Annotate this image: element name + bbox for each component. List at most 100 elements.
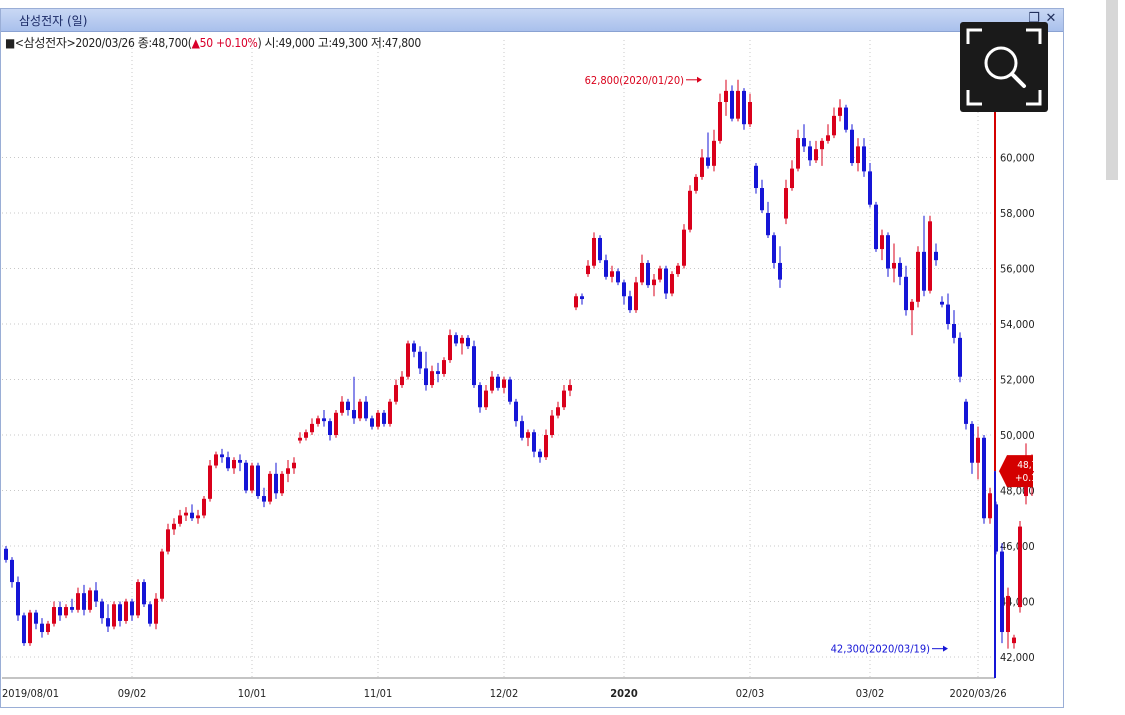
x-tick-label: 09/02 — [118, 687, 147, 700]
restore-icon[interactable]: ❐ — [1028, 11, 1040, 26]
candle-body — [946, 304, 950, 324]
candle-body — [406, 343, 410, 377]
candle-body — [106, 618, 110, 627]
candle-body — [832, 115, 836, 136]
candle-body — [1006, 595, 1010, 633]
candle-body — [730, 90, 734, 119]
candle-body — [202, 498, 206, 516]
candle-body — [256, 465, 260, 497]
candle-body — [526, 432, 530, 438]
y-tick-label: 52,000 — [1000, 374, 1035, 387]
candle-body — [706, 157, 710, 166]
candle-body — [604, 260, 608, 277]
candle-body — [442, 360, 446, 374]
candle-body — [652, 279, 656, 286]
zoom-button[interactable] — [960, 22, 1048, 112]
candle-body — [1018, 526, 1022, 608]
candle-body — [520, 421, 524, 438]
candle-body — [928, 221, 932, 291]
candle-body — [496, 376, 500, 388]
candle-body — [436, 371, 440, 374]
window-title: 삼성전자 (일) — [19, 14, 88, 28]
candle-body — [742, 90, 746, 125]
candle-body — [826, 135, 830, 141]
info-prefix: ■<삼성전자>2020/03/26 종:48,700( — [5, 36, 192, 50]
candle-body — [226, 457, 230, 469]
candle-body — [778, 262, 782, 280]
candle-body — [640, 262, 644, 283]
candle-body — [142, 582, 146, 605]
candle-body — [784, 188, 788, 219]
price-info-line: ■<삼성전자>2020/03/26 종:48,700(▲50 +0.10%) 시… — [5, 34, 421, 51]
candle-body — [844, 107, 848, 130]
candle-body — [274, 473, 278, 494]
candle-body — [460, 337, 464, 344]
candle-body — [340, 401, 344, 413]
y-tick-label: 56,000 — [1000, 263, 1035, 276]
x-tick-label: 02/03 — [736, 687, 765, 700]
candle-body — [736, 90, 740, 119]
candle-body — [712, 140, 716, 166]
candle-body — [448, 335, 452, 361]
candle-body — [484, 390, 488, 408]
candle-body — [208, 465, 212, 499]
candle-body — [280, 473, 284, 494]
candle-body — [592, 237, 596, 266]
candle-body — [262, 496, 266, 502]
candle-body — [682, 229, 686, 266]
candle-body — [982, 437, 986, 519]
candle-body — [286, 468, 290, 474]
x-tick-label: 11/01 — [364, 687, 393, 700]
close-icon[interactable]: ✕ — [1045, 11, 1057, 26]
title-bar: 삼성전자 (일) ❐ ✕ — [1, 9, 1063, 32]
candle-body — [136, 582, 140, 616]
x-tick-label: 2020 — [610, 687, 638, 700]
candle-body — [550, 415, 554, 435]
candle-body — [376, 412, 380, 427]
candle-body — [232, 459, 236, 469]
chart-window: 삼성전자 (일) ❐ ✕ ■<삼성전자>2020/03/26 종:48,700(… — [0, 8, 1064, 708]
magnifier-icon — [966, 28, 1042, 106]
candle-body — [118, 604, 122, 621]
page-scrollbar[interactable] — [1106, 0, 1118, 180]
candle-body — [838, 107, 842, 116]
x-tick-label: 2019/08/01 — [2, 687, 59, 700]
candle-body — [430, 371, 434, 386]
candle-body — [502, 379, 506, 388]
candle-body — [64, 607, 68, 616]
candle-body — [40, 623, 44, 633]
candle-body — [646, 262, 650, 286]
candle-body — [148, 604, 152, 624]
candle-body — [556, 407, 560, 416]
candle-body — [754, 165, 758, 189]
candle-body — [814, 149, 818, 161]
candle-body — [514, 401, 518, 422]
candle-body — [616, 271, 620, 283]
candle-body — [976, 437, 980, 463]
candle-body — [748, 102, 752, 125]
candle-body — [874, 204, 878, 250]
extreme-annotation: 62,800(2020/01/20) — [585, 74, 685, 87]
candle-body — [238, 459, 242, 463]
candle-body — [22, 615, 26, 644]
info-suffix: ) 시:49,000 고:49,300 저:47,800 — [257, 36, 422, 50]
candle-body — [478, 385, 482, 408]
candle-body — [1000, 551, 1004, 633]
candle-body — [10, 559, 14, 583]
y-tick-label: 44,000 — [1000, 596, 1035, 609]
candle-body — [670, 274, 674, 294]
candle-body — [388, 401, 392, 424]
candle-body — [796, 138, 800, 169]
candle-body — [196, 515, 200, 519]
candle-body — [400, 376, 404, 386]
candle-body — [664, 268, 668, 294]
candle-body — [700, 157, 704, 177]
candle-body — [160, 551, 164, 599]
candle-body — [892, 262, 896, 269]
current-price-change: +0.10% — [1015, 473, 1052, 484]
candle-body — [82, 593, 86, 610]
candle-body — [292, 462, 296, 469]
candle-body — [412, 343, 416, 352]
candle-body — [130, 601, 134, 616]
candle-body — [190, 512, 194, 519]
